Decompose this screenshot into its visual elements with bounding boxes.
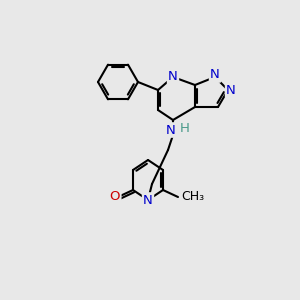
Text: N: N xyxy=(226,83,236,97)
Text: N: N xyxy=(166,124,176,136)
Text: N: N xyxy=(143,194,153,206)
Text: H: H xyxy=(180,122,190,134)
Text: O: O xyxy=(110,190,120,203)
Text: CH₃: CH₃ xyxy=(181,190,204,203)
Text: N: N xyxy=(168,70,178,83)
Text: N: N xyxy=(210,68,220,82)
